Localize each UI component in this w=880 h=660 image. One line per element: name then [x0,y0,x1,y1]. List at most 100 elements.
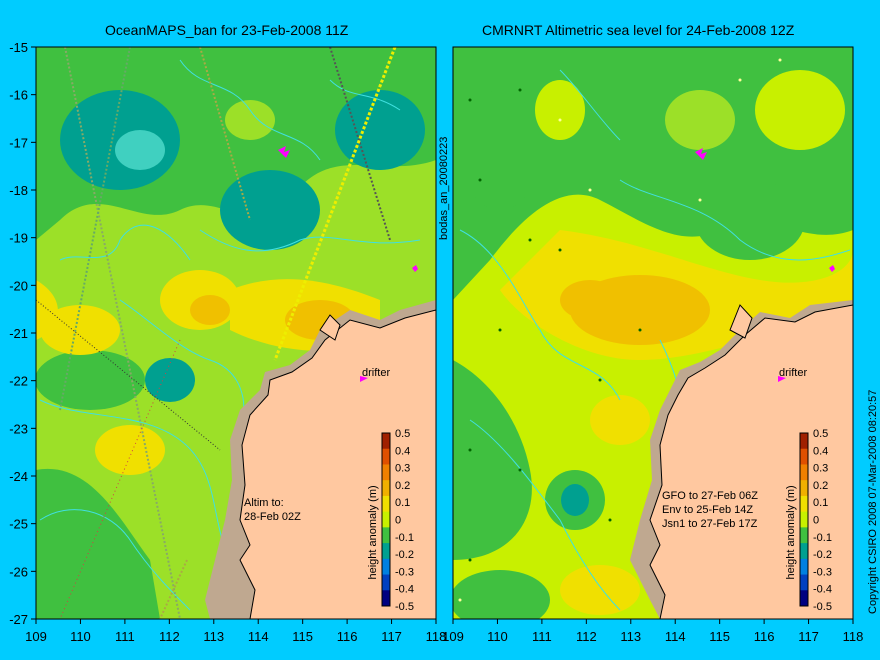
left-colorbar-swatch [382,574,390,591]
right-annotation-line: Jsn1 to 27-Feb 17Z [662,518,758,530]
right-lon-tick-label: 113 [620,629,641,644]
right-colorbar-title: height anomaly (m) [785,485,797,579]
right-colorbar-swatch [800,448,808,465]
left-altimetry-annotation: Altim to: 28-Feb 02Z [244,497,301,523]
left-drifter-label: drifter [362,367,390,379]
right-longitude-axis: 109 110 111 112 113 114 115 116 117 118 [442,619,863,644]
right-colorbar-swatch [800,480,808,497]
right-lon-tick-label: 110 [487,629,508,644]
lat-tick-label: -24 [9,469,28,484]
right-lon-tick-label: 118 [843,629,864,644]
right-colorbar-swatch [800,527,808,544]
left-lon-tick-label: 115 [292,629,313,644]
lat-tick-label: -27 [9,612,28,627]
left-colorbar-swatch [382,590,390,607]
lat-tick-label: -25 [9,517,28,532]
lat-tick-label: -20 [9,278,28,293]
right-colorbar-tick-label: -0.1 [813,532,832,544]
right-colorbar-swatch [800,543,808,560]
lat-tick-label: -26 [9,564,28,579]
left-colorbar-tick-label: -0.2 [395,549,414,561]
right-colorbar-swatch [800,558,808,576]
right-drifter-label: drifter [779,367,807,379]
left-colorbar-tick-label: 0.3 [395,463,410,475]
right-annotation-line: Env to 25-Feb 14Z [662,504,753,516]
right-colorbar-swatch [800,495,808,513]
right-colorbar-swatch [800,511,808,528]
left-colorbar-swatch [382,433,390,450]
right-lon-tick-label: 114 [665,629,686,644]
right-lon-tick-label: 109 [442,629,464,644]
lat-tick-label: -23 [9,421,28,436]
left-lon-tick-label: 113 [203,629,224,644]
left-latitude-axis: -15 -16 -17 -18 -19 -20 -21 -22 -23 -24 -25 -26 -27 [9,40,36,627]
left-colorbar-swatch [382,558,390,576]
left-map-title: OceanMAPS_ban for 23-Feb-2008 11Z [105,22,349,38]
left-longitude-axis: 109 110 111 112 113 114 115 116 117 118 [25,619,446,644]
left-lon-tick-label: 111 [115,629,135,644]
lat-tick-label: -15 [9,40,28,55]
left-colorbar-swatch [382,480,390,497]
left-colorbar-tick-label: 0.4 [395,445,410,457]
right-altimetry-annotation: GFO to 27-Feb 06Z Env to 25-Feb 14Z Jsn1 t… [662,490,758,530]
lat-tick-label: -22 [9,374,28,389]
left-colorbar-tick-label: -0.5 [395,601,414,613]
right-colorbar-swatch [800,590,808,607]
lat-tick-label: -21 [9,326,28,341]
left-colorbar-frame [381,432,391,607]
right-colorbar-swatch [800,574,808,591]
lat-tick-label: -19 [9,231,28,246]
left-colorbar: 0.5 0.4 0.3 0.2 0.1 0 -0.1 -0.2 -0.3 -0.4 -0.5 heig… [367,428,414,613]
right-colorbar-tick-label: -0.3 [813,566,832,578]
left-colorbar-swatch [382,543,390,560]
copyright-label: Copyright CSIRO 2008 07-Mar-2008 08:20:5… [867,390,879,614]
right-lon-tick-label: 112 [576,629,597,644]
left-colorbar-tick-label: -0.1 [395,532,414,544]
right-map-panel [453,47,853,619]
left-colorbar-swatch [382,511,390,528]
left-lon-tick-label: 116 [337,629,358,644]
right-lon-tick-label: 115 [709,629,730,644]
left-colorbar-swatch [382,464,390,481]
right-lon-tick-label: 111 [532,629,552,644]
lat-tick-label: -17 [9,135,28,150]
lat-tick-label: -18 [9,183,28,198]
bodas-run-label: bodas_an_20080223 [438,137,450,240]
right-map-frame [452,46,854,620]
right-colorbar-tick-label: 0.4 [813,445,828,457]
right-colorbar-frame [799,432,809,607]
left-colorbar-swatch [382,495,390,513]
left-lon-tick-label: 118 [426,629,447,644]
left-lon-tick-label: 109 [25,629,47,644]
right-colorbar-tick-label: -0.4 [813,584,832,596]
left-map-panel [36,47,436,619]
lat-tick-label: -16 [9,88,28,103]
right-colorbar-tick-label: 0.2 [813,480,828,492]
right-lon-tick-label: 116 [754,629,775,644]
left-colorbar-swatch [382,527,390,544]
right-lon-tick-label: 117 [798,629,819,644]
left-colorbar-title: height anomaly (m) [367,485,379,579]
right-annotation-line: GFO to 27-Feb 06Z [662,490,758,502]
right-colorbar-tick-label: 0 [813,515,819,527]
left-lon-tick-label: 114 [248,629,269,644]
left-lon-tick-label: 110 [70,629,91,644]
left-annotation-line: Altim to: [244,497,284,509]
right-colorbar-tick-label: -0.5 [813,601,832,613]
right-colorbar-tick-label: 0.1 [813,497,828,509]
left-colorbar-tick-label: 0.2 [395,480,410,492]
left-colorbar-tick-label: 0 [395,515,401,527]
right-colorbar-swatch [800,464,808,481]
left-colorbar-tick-label: -0.3 [395,566,414,578]
right-map-title: CMRNRT Altimetric sea level for 24-Feb-2… [482,22,795,38]
left-annotation-line: 28-Feb 02Z [244,511,301,523]
left-colorbar-tick-label: 0.1 [395,497,410,509]
left-lon-tick-label: 117 [381,629,402,644]
left-colorbar-tick-label: -0.4 [395,584,414,596]
left-colorbar-tick-label: 0.5 [395,428,410,440]
left-colorbar-swatch [382,448,390,465]
right-colorbar-swatch [800,433,808,450]
right-colorbar: 0.5 0.4 0.3 0.2 0.1 0 -0.1 -0.2 -0.3 -0.4 -0.5 heig… [785,428,832,613]
left-lon-tick-label: 112 [159,629,180,644]
